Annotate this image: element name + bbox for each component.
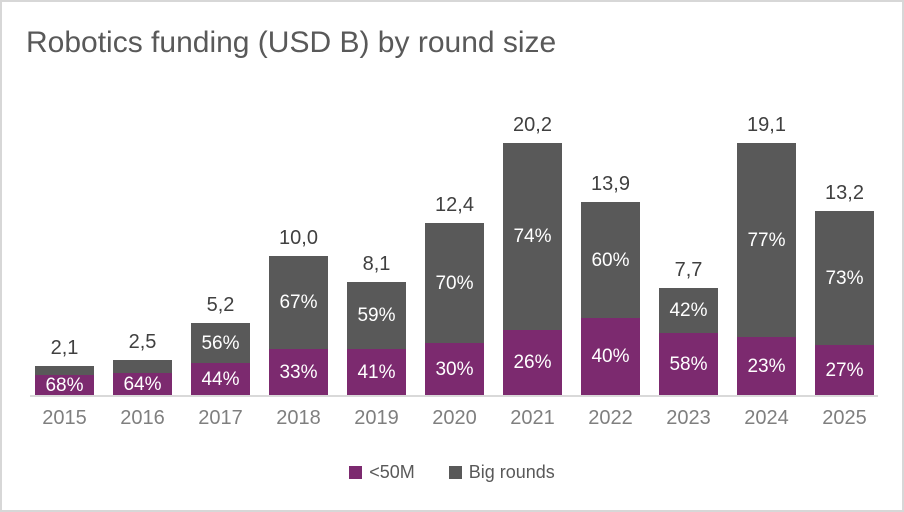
legend-item: Big rounds bbox=[448, 462, 555, 483]
bar-segment-big-rounds: 56% bbox=[191, 323, 250, 363]
legend-item: <50M bbox=[349, 462, 415, 483]
bar-column-2015: 2,1 68% bbox=[35, 114, 94, 395]
x-axis-tick-label: 2021 bbox=[510, 407, 555, 429]
segment-percent-label: 73% bbox=[825, 267, 864, 289]
segment-percent-label: 23% bbox=[747, 355, 786, 377]
segment-percent-label: 67% bbox=[279, 292, 318, 313]
plot-area: 2,1 68% 2,5 64% 5,2 56% 44% 10,0 67% 33% 8,1 59% 41%… bbox=[35, 114, 875, 395]
bar-total-label: 10,0 bbox=[279, 227, 318, 249]
bar-segment-under-50m: 26% bbox=[503, 329, 562, 395]
legend-label: Big rounds bbox=[468, 462, 555, 482]
segment-percent-label: 60% bbox=[591, 249, 630, 271]
segment-percent-label: 59% bbox=[357, 305, 396, 326]
x-axis-tick-label: 2020 bbox=[432, 407, 477, 429]
bar-total-label: 5,2 bbox=[206, 294, 235, 316]
x-axis-line bbox=[30, 395, 878, 397]
bar-total-label: 2,5 bbox=[128, 331, 157, 353]
bar-column-2025: 13,2 73% 27% bbox=[815, 114, 874, 395]
bar-column-2018: 10,0 67% 33% bbox=[269, 114, 328, 395]
segment-percent-label: 40% bbox=[591, 346, 630, 367]
segment-percent-label: 44% bbox=[201, 368, 240, 390]
chart-title: Robotics funding (USD B) by round size bbox=[26, 26, 557, 59]
bar-segment-under-50m: 30% bbox=[425, 343, 484, 395]
legend-label: <50M bbox=[369, 462, 415, 482]
bar-segment-big-rounds: 70% bbox=[425, 223, 484, 343]
bar-segment-under-50m: 41% bbox=[347, 349, 406, 395]
bar-segment-under-50m: 64% bbox=[113, 373, 172, 395]
segment-percent-label: 42% bbox=[669, 300, 708, 321]
legend-swatch-icon bbox=[448, 466, 462, 479]
bar-segment-big-rounds bbox=[35, 366, 94, 375]
bar-segment-big-rounds: 73% bbox=[815, 211, 874, 345]
bar-total-label: 12,4 bbox=[435, 194, 474, 216]
segment-percent-label: 26% bbox=[513, 351, 552, 373]
x-axis-tick-label: 2022 bbox=[588, 407, 633, 429]
bar-total-label: 2,1 bbox=[50, 337, 79, 359]
bar-segment-big-rounds: 60% bbox=[581, 202, 640, 318]
bar-total-label: 13,9 bbox=[591, 173, 630, 195]
x-axis-tick-label: 2015 bbox=[42, 407, 87, 429]
legend-swatch-icon bbox=[349, 466, 363, 479]
bar-segment-big-rounds: 59% bbox=[347, 282, 406, 349]
bar-segment-under-50m: 40% bbox=[581, 318, 640, 395]
bar-segment-big-rounds: 67% bbox=[269, 256, 328, 349]
x-axis-tick-label: 2016 bbox=[120, 407, 165, 429]
segment-percent-label: 30% bbox=[435, 358, 474, 380]
bar-segment-under-50m: 33% bbox=[269, 349, 328, 395]
bar-column-2024: 19,1 77% 23% bbox=[737, 114, 796, 395]
segment-percent-label: 56% bbox=[201, 332, 240, 354]
segment-percent-label: 41% bbox=[357, 361, 396, 383]
segment-percent-label: 77% bbox=[747, 229, 786, 251]
bar-segment-under-50m: 44% bbox=[191, 363, 250, 395]
bar-column-2021: 20,2 74% 26% bbox=[503, 114, 562, 395]
segment-percent-label: 33% bbox=[279, 361, 318, 383]
bar-column-2023: 7,7 42% 58% bbox=[659, 114, 718, 395]
bar-segment-big-rounds: 77% bbox=[737, 143, 796, 338]
x-axis-tick-label: 2024 bbox=[744, 407, 789, 429]
bar-segment-big-rounds: 74% bbox=[503, 143, 562, 330]
bar-segment-under-50m: 27% bbox=[815, 345, 874, 395]
x-axis-labels: 2015 2016 2017 2018 2019 2020 2021 2022 2023 2024… bbox=[35, 407, 875, 430]
x-axis-tick-label: 2023 bbox=[666, 407, 711, 429]
bar-segment-under-50m: 23% bbox=[737, 337, 796, 395]
bar-column-2020: 12,4 70% 30% bbox=[425, 114, 484, 395]
x-axis-tick-label: 2018 bbox=[276, 407, 321, 429]
bar-total-label: 8,1 bbox=[362, 253, 391, 275]
bar-total-label: 7,7 bbox=[674, 259, 703, 281]
bar-column-2022: 13,9 60% 40% bbox=[581, 114, 640, 395]
segment-percent-label: 64% bbox=[123, 373, 162, 395]
bar-segment-big-rounds: 42% bbox=[659, 288, 718, 333]
bar-column-2016: 2,5 64% bbox=[113, 114, 172, 395]
segment-percent-label: 74% bbox=[513, 225, 552, 247]
bar-segment-under-50m: 58% bbox=[659, 333, 718, 395]
bar-segment-big-rounds bbox=[113, 360, 172, 373]
bar-total-label: 19,1 bbox=[747, 114, 786, 136]
bar-total-label: 13,2 bbox=[825, 182, 864, 204]
segment-percent-label: 70% bbox=[435, 272, 474, 294]
segment-percent-label: 27% bbox=[825, 359, 864, 381]
segment-percent-label: 68% bbox=[45, 374, 84, 396]
legend: <50M Big rounds bbox=[2, 462, 902, 483]
x-axis-tick-label: 2025 bbox=[822, 407, 867, 429]
segment-percent-label: 58% bbox=[669, 353, 708, 375]
bar-column-2019: 8,1 59% 41% bbox=[347, 114, 406, 395]
bar-total-label: 20,2 bbox=[513, 114, 552, 136]
x-axis-tick-label: 2019 bbox=[354, 407, 399, 429]
bar-segment-under-50m: 68% bbox=[35, 375, 94, 395]
bar-column-2017: 5,2 56% 44% bbox=[191, 114, 250, 395]
x-axis-tick-label: 2017 bbox=[198, 407, 243, 429]
